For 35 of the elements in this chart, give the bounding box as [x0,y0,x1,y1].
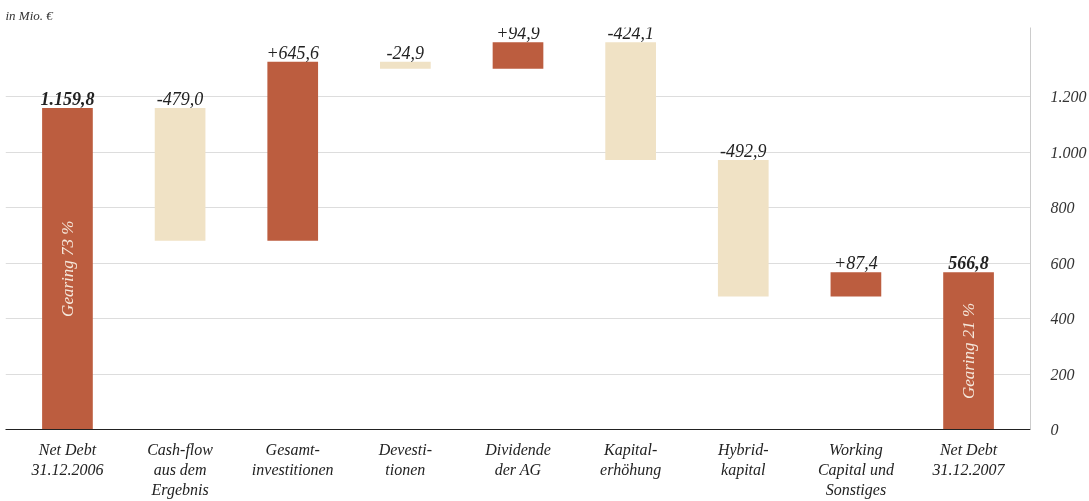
bar [380,61,431,69]
x-tick-label: Hybrid- kapital [716,440,769,479]
y-tick-label: 1.000 [1050,143,1087,161]
data-label: -24,9 [386,42,425,63]
x-tick-label: Devesti- tionen [377,440,433,478]
data-label: 566,8 [948,253,989,274]
y-tick-label: 800 [1050,199,1075,217]
chart-title: in Mio. € [5,7,55,23]
data-label: +87,4 [834,253,878,274]
bar [154,107,206,241]
x-tick-label: Net Debt 31.12.2006 [30,440,104,478]
bar [267,61,319,241]
x-tick-label: Working Capital und Sonstiges [817,440,895,500]
bar [943,272,994,430]
y-tick-label: 1.200 [1050,88,1087,106]
bar [717,159,769,297]
y-tick-label: 200 [1050,365,1075,383]
bar [605,42,656,160]
data-label: +645,6 [266,42,320,63]
x-tick-label: Gesamt- investitionen [251,440,334,478]
bar [42,107,93,430]
bar [492,42,544,69]
y-tick-label: 600 [1050,254,1075,272]
y-tick-label: 0 [1050,421,1059,438]
annotation: Gearing 73 % [57,220,77,317]
x-tick-label: Dividende der AG [484,440,551,478]
x-tick-label: Net Debt 31.12.2007 [931,440,1006,478]
data-label: -479,0 [156,88,204,109]
annotation: Gearing 21 % [959,302,979,400]
y-tick-label: 400 [1050,310,1075,328]
x-tick-label: Kapital- erhöhung [600,440,662,479]
data-label: -492,9 [720,140,767,161]
bar [830,272,882,297]
x-tick-label: Cash-flow aus dem Ergebnis [147,440,214,500]
data-label: 1.159,8 [40,88,95,109]
